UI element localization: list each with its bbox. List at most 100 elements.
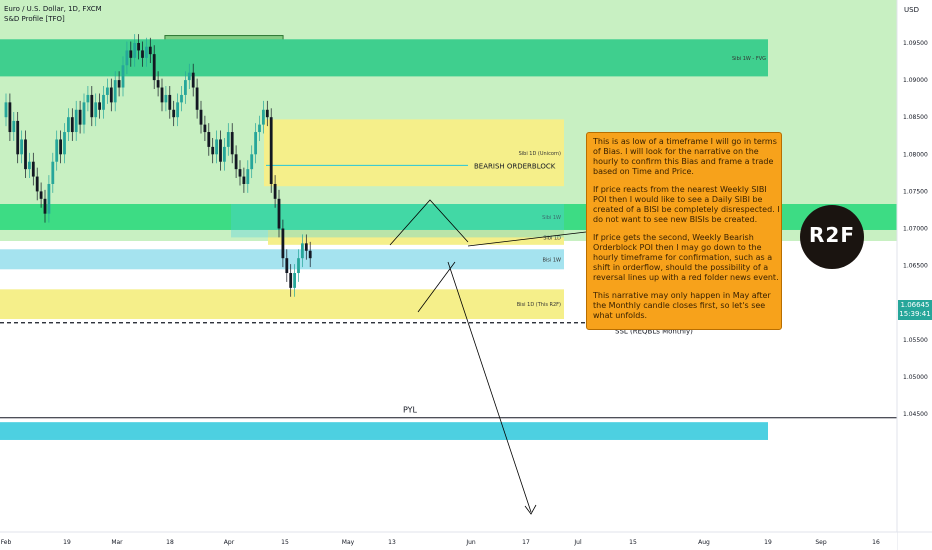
time-tick: 19 <box>63 539 71 546</box>
zone-7[interactable] <box>0 289 564 320</box>
narrative-note[interactable]: This is as low of a timeframe I will go … <box>586 132 782 330</box>
candle-body <box>211 146 215 155</box>
candle-body <box>4 102 8 118</box>
candle-body <box>152 54 156 81</box>
price-axis[interactable] <box>897 0 932 550</box>
r2f-logo: R2F <box>800 205 864 269</box>
arrow-head <box>524 504 537 515</box>
projection-leg <box>417 261 456 313</box>
symbol-title[interactable]: Euro / U.S. Dollar, 1D, FXCM <box>4 5 102 13</box>
projection-target <box>447 261 532 513</box>
time-tick: 18 <box>166 539 174 546</box>
candle-body <box>16 120 20 155</box>
candle-body <box>28 161 31 170</box>
candle-body <box>215 139 218 155</box>
price-tick: 1.05000 <box>903 374 928 381</box>
price-tick: 1.08500 <box>903 114 928 121</box>
bearish-orderblock-label: BEARISH ORDERBLOCK <box>474 162 556 170</box>
candle-body <box>125 50 129 66</box>
zone-label-6: Bisi 1W <box>542 257 561 263</box>
candle-body <box>172 109 176 118</box>
candle-body <box>67 117 70 133</box>
currency-label[interactable]: USD <box>904 6 919 14</box>
candle-body <box>199 109 203 125</box>
candle-body <box>117 80 121 88</box>
candle-body <box>223 146 226 162</box>
candle-body <box>106 87 109 95</box>
candle-body <box>133 43 137 58</box>
price-tick: 1.08000 <box>903 151 928 158</box>
last-price: 1.06645 <box>900 301 930 309</box>
candle-body <box>281 228 285 259</box>
candle-body <box>176 102 179 118</box>
zone-8[interactable] <box>0 422 768 440</box>
note-paragraph-2: If price reacts from the nearest Weekly … <box>593 185 780 224</box>
candle-body <box>254 132 257 155</box>
candle-body <box>35 176 39 192</box>
zone-label-7: Bisi 1D (This R2F) <box>517 302 561 308</box>
candle-body <box>168 94 172 110</box>
candle-body <box>137 43 140 51</box>
candle-body <box>301 243 304 259</box>
zone-label-3: Sibi 1D (Unicorn) <box>519 151 561 157</box>
time-tick: Jul <box>573 539 582 546</box>
candle-body <box>129 50 133 58</box>
time-tick: 17 <box>522 539 530 546</box>
zone-6[interactable] <box>0 249 564 270</box>
projection-arrows <box>389 199 587 515</box>
candle-body <box>78 109 82 125</box>
time-tick: Aug <box>698 539 710 546</box>
zone-label-5: Sibi 1D <box>543 235 561 241</box>
candle-body <box>59 139 62 155</box>
zone-5[interactable] <box>268 229 564 245</box>
candle-body <box>20 139 23 155</box>
candle-body <box>219 139 222 162</box>
candle-body <box>242 176 246 184</box>
candle-body <box>86 94 90 103</box>
candle-body <box>203 124 207 133</box>
candle-body <box>164 94 168 103</box>
candle-body <box>160 87 164 103</box>
zone-3[interactable] <box>264 119 564 187</box>
candle-body <box>230 132 234 155</box>
candle-body <box>226 132 230 147</box>
candle-body <box>297 258 300 274</box>
pyl-label: PYL <box>403 406 418 415</box>
logo-text: R2F <box>809 223 855 247</box>
price-tick: 1.06500 <box>903 263 928 270</box>
zone-label-4: Sibi 1W <box>542 215 561 221</box>
time-axis-ticks: Feb 19 Mar 18 Apr 15 May 13 Jun 17 Jul 15 Aug 19 Sep 16 <box>1 539 880 546</box>
candle-body <box>141 50 144 58</box>
price-tick: 1.04500 <box>903 411 928 418</box>
time-tick: Feb <box>1 539 12 546</box>
zone-2[interactable] <box>0 39 768 77</box>
note-paragraph-4: This narrative may only happen in May af… <box>593 291 771 320</box>
levels-layer: BEARISH ORDERBLOCK SSL (REQBLs Monthly) PY… <box>0 162 897 419</box>
zone-label-2: Sibi 1W - FVG <box>732 56 766 62</box>
candle-body <box>308 250 312 259</box>
candle-body <box>145 46 148 58</box>
candle-body <box>12 120 16 133</box>
price-tick: 1.07000 <box>903 226 928 233</box>
time-axis[interactable] <box>0 532 897 550</box>
candle-body <box>94 102 98 118</box>
candles-layer <box>4 34 312 297</box>
candle-body <box>273 183 277 199</box>
candle-body <box>180 94 183 103</box>
ssl-label: SSL (REQBLs Monthly) <box>615 328 693 336</box>
candle-body <box>109 87 113 103</box>
candle-body <box>246 169 250 184</box>
candle-body <box>102 94 105 110</box>
candle-countdown: 15:39:41 <box>899 310 931 318</box>
time-tick: 15 <box>629 539 637 546</box>
candle-body <box>121 65 125 88</box>
candle-body <box>8 102 12 133</box>
candle-body <box>304 243 308 251</box>
indicator-title[interactable]: S&D Profile [TFO] <box>4 15 65 23</box>
candle-body <box>63 132 66 155</box>
candle-body <box>269 117 273 184</box>
candle-body <box>262 109 265 125</box>
zone-overlay <box>231 204 564 238</box>
candle-body <box>207 132 211 147</box>
